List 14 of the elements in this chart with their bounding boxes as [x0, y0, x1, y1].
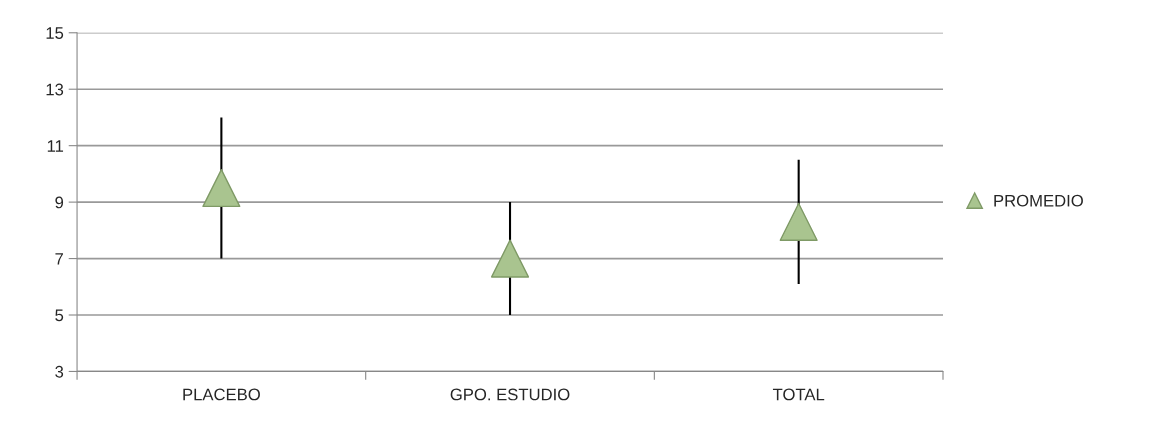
point	[202, 168, 241, 208]
x-tick-label: TOTAL	[772, 388, 825, 401]
y-tick-label: 5	[55, 309, 64, 322]
y-tick-label: 7	[55, 253, 64, 265]
y-tick-label: 3	[55, 365, 64, 378]
point	[779, 202, 818, 241]
y-tick-label: 11	[47, 140, 64, 152]
y-tick-label: 15	[46, 27, 64, 39]
y-tick-label: 9	[55, 196, 64, 209]
point	[490, 239, 530, 278]
y-tick-label: 13	[46, 83, 64, 96]
x-tick-label: PLACEBO	[183, 388, 260, 401]
x-tick-label: GPO. ESTUDIO	[450, 388, 570, 401]
legend-label: PROMEDIO	[994, 194, 1083, 207]
